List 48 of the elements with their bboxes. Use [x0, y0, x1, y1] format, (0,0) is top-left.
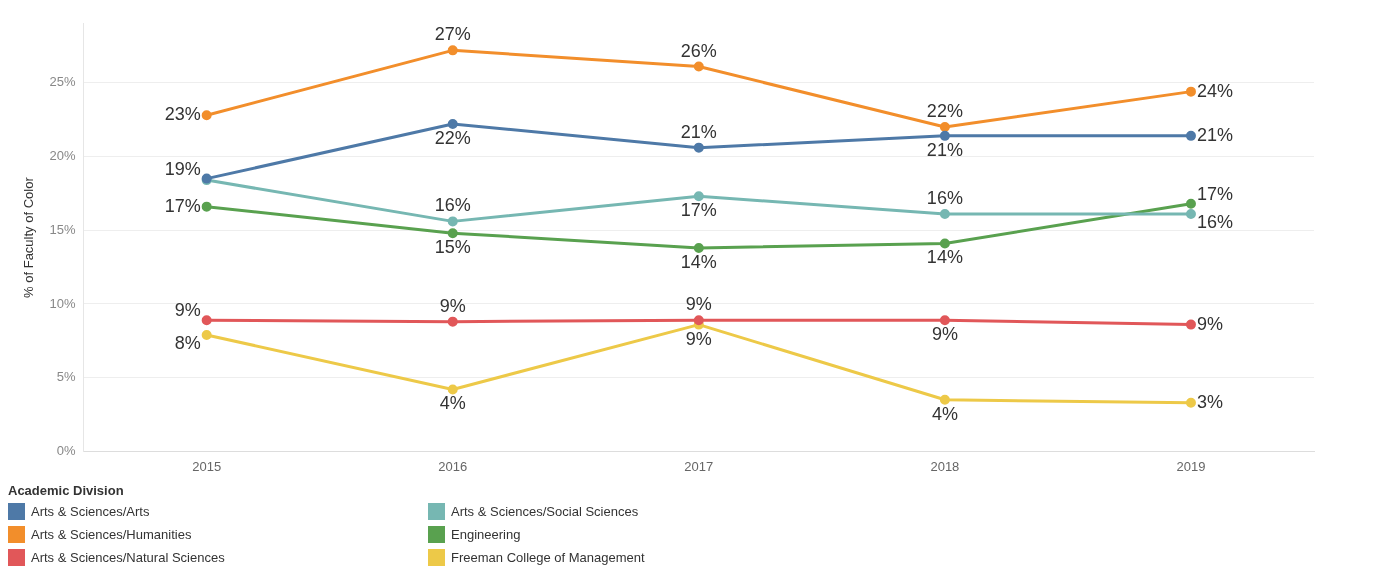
data-label: 9% [174, 300, 201, 321]
data-label: 4% [439, 393, 466, 414]
data-label: 9% [1196, 313, 1223, 334]
data-label: 26% [680, 40, 717, 61]
y-tick-label: 0% [56, 442, 77, 458]
data-label: 17% [1196, 183, 1233, 204]
data-label: 21% [1196, 124, 1233, 145]
data-label: 9% [685, 328, 712, 349]
data-label: 16% [434, 195, 471, 216]
data-label: 22% [926, 100, 963, 121]
y-tick-label: 10% [49, 295, 77, 311]
legend-label: Arts & Sciences/Arts [31, 504, 150, 519]
x-tick-label: 2019 [1176, 458, 1206, 474]
data-label: 14% [680, 251, 717, 272]
data-label: 3% [1196, 391, 1223, 412]
data-label: 22% [434, 128, 471, 149]
data-label: 9% [439, 295, 466, 316]
x-tick-label: 2015 [192, 458, 222, 474]
data-label: 23% [164, 104, 201, 125]
legend-title: Academic Division [8, 483, 125, 498]
data-label: 21% [926, 139, 963, 160]
data-label: 9% [931, 324, 958, 345]
data-label: 8% [174, 332, 201, 353]
legend-label: Engineering [451, 527, 521, 542]
data-label: 4% [931, 403, 958, 424]
x-tick-label: 2016 [438, 458, 468, 474]
data-label: 14% [926, 247, 963, 268]
data-label: 16% [1196, 211, 1233, 232]
y-tick-label: 25% [49, 74, 77, 90]
data-label: 24% [1196, 80, 1233, 101]
x-tick-label: 2018 [930, 458, 960, 474]
data-label: 21% [680, 121, 717, 142]
legend-label: Arts & Sciences/Humanities [31, 527, 192, 542]
y-tick-label: 15% [49, 221, 77, 237]
data-label: 19% [164, 158, 201, 179]
data-label: 27% [434, 24, 471, 45]
data-label: 16% [926, 187, 963, 208]
data-label: 9% [685, 294, 712, 315]
y-axis-title: % of Faculty of Color [21, 176, 37, 298]
data-label: 17% [680, 200, 717, 221]
data-label: 15% [434, 237, 471, 258]
legend-label: Arts & Sciences/Natural Sciences [31, 550, 225, 565]
legend-label: Arts & Sciences/Social Sciences [451, 504, 639, 519]
y-tick-label: 20% [49, 148, 77, 164]
data-label: 17% [164, 195, 201, 216]
y-tick-label: 5% [56, 369, 77, 385]
legend-label: Freeman College of Management [451, 550, 645, 565]
x-tick-label: 2017 [684, 458, 714, 474]
